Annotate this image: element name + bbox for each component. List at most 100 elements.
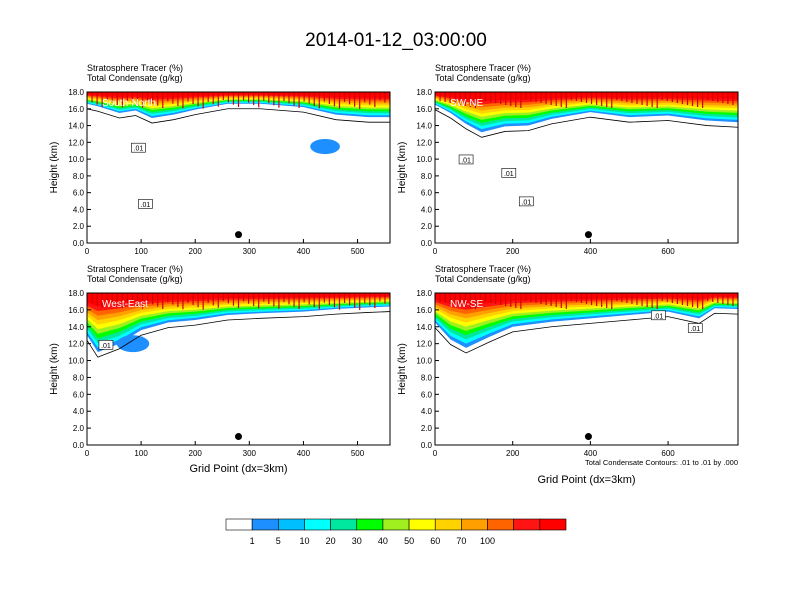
colorbar-label: 60 bbox=[430, 536, 440, 546]
tracer-band bbox=[435, 92, 738, 105]
tracer-band bbox=[435, 293, 738, 331]
y-tick-label: 12.0 bbox=[68, 340, 84, 349]
y-tick-label: 4.0 bbox=[73, 205, 85, 214]
contour-footnote: Total Condensate Contours: .01 to .01 by… bbox=[585, 458, 738, 467]
colorbar-label: 5 bbox=[276, 536, 281, 546]
colorbar-swatch bbox=[434, 518, 462, 531]
y-tick-label: 6.0 bbox=[421, 189, 433, 198]
colorbar: 1 5 10 20 30 40 50 60 70 100 bbox=[225, 518, 567, 546]
y-tick-label: 10.0 bbox=[68, 155, 84, 164]
tracer-band bbox=[435, 293, 738, 310]
tracer-band bbox=[87, 92, 390, 116]
y-tick-label: 14.0 bbox=[68, 323, 84, 332]
contour-label: .01 bbox=[458, 154, 474, 164]
panel-title-line: Total Condensate (g/kg) bbox=[435, 73, 531, 83]
contour-label: .01 bbox=[651, 310, 666, 320]
tracer-band bbox=[435, 293, 738, 319]
panel-label: West-East bbox=[102, 299, 148, 310]
tracer-band bbox=[435, 92, 738, 133]
tracer-band bbox=[435, 293, 738, 348]
tracer-band bbox=[87, 92, 390, 106]
condensate-contour bbox=[87, 108, 390, 124]
colorbar-swatch bbox=[304, 518, 331, 531]
contour-label: .01 bbox=[687, 323, 703, 333]
panel-title-line: Stratosphere Tracer (%) bbox=[87, 63, 183, 73]
contour-label-text: .01 bbox=[521, 199, 531, 206]
y-tick-label: 6.0 bbox=[73, 390, 85, 399]
tracer-band bbox=[87, 293, 390, 353]
y-tick-label: 10.0 bbox=[416, 357, 432, 366]
contour-label-text: .01 bbox=[653, 313, 663, 320]
colorbar-label: 10 bbox=[299, 536, 309, 546]
panel-label: NW-SE bbox=[450, 299, 483, 310]
y-tick-label: 14.0 bbox=[416, 122, 432, 131]
condensate-contour bbox=[435, 312, 738, 354]
y-tick-label: 14.0 bbox=[68, 122, 84, 131]
colorbar-label: 30 bbox=[352, 536, 362, 546]
y-tick-label: 0.0 bbox=[73, 441, 85, 450]
contour-label: .01 bbox=[131, 142, 146, 153]
condensate-contour bbox=[87, 311, 390, 358]
x-tick-label: 100 bbox=[134, 449, 148, 458]
y-tick-label: 0.0 bbox=[421, 441, 433, 450]
y-tick-label: 16.0 bbox=[416, 105, 432, 114]
colorbar-swatch bbox=[330, 518, 358, 531]
x-tick-label: 200 bbox=[189, 247, 203, 256]
tracer-band bbox=[87, 293, 390, 307]
colorbar-label: 1 bbox=[250, 536, 255, 546]
plot-area: .01 bbox=[87, 293, 390, 441]
tracer-band bbox=[87, 92, 390, 110]
y-axis-label: Height (km) bbox=[397, 142, 408, 194]
page-title: 2014-01-12_03:00:00 bbox=[305, 30, 487, 51]
y-tick-label: 16.0 bbox=[416, 306, 432, 315]
tracer-blob bbox=[310, 138, 340, 155]
panel-west-east: .01 West-East Stratosphere Tracer (%)Total… bbox=[49, 264, 391, 475]
panel-title-line: Total Condensate (g/kg) bbox=[87, 73, 183, 83]
panel-sw-ne: .01 .01 .01 SW-NE Stratosphere Tracer (%)Tot… bbox=[397, 63, 739, 256]
y-axis-label: Height (km) bbox=[49, 343, 60, 395]
y-tick-label: 4.0 bbox=[73, 407, 85, 416]
colorbar-swatch bbox=[251, 518, 279, 531]
location-marker bbox=[235, 433, 242, 441]
tracer-band bbox=[87, 293, 390, 330]
location-marker bbox=[235, 231, 242, 239]
x-tick-label: 300 bbox=[243, 449, 257, 458]
contour-label-text: .01 bbox=[134, 146, 144, 153]
y-axis-label: Height (km) bbox=[397, 343, 408, 395]
tracer-band bbox=[435, 293, 738, 314]
y-tick-label: 2.0 bbox=[73, 222, 85, 231]
colorbar-swatch bbox=[461, 518, 488, 531]
plot-frame bbox=[86, 91, 391, 244]
tracer-band bbox=[87, 293, 390, 312]
colorbar-label: 70 bbox=[456, 536, 466, 546]
tracer-band bbox=[87, 293, 390, 334]
y-tick-label: 8.0 bbox=[421, 172, 433, 181]
y-tick-label: 0.0 bbox=[421, 239, 433, 248]
y-tick-label: 18.0 bbox=[416, 289, 432, 298]
y-tick-label: 2.0 bbox=[73, 424, 85, 433]
plot-frame bbox=[86, 292, 391, 446]
colorbar-swatch bbox=[382, 518, 410, 531]
colorbar-swatch bbox=[356, 518, 384, 531]
colorbar-label: 100 bbox=[480, 536, 495, 546]
tracer-band bbox=[435, 92, 738, 108]
tracer-band bbox=[87, 293, 390, 348]
y-tick-label: 10.0 bbox=[68, 357, 84, 366]
panel-south-north: .01 .01 South-North Stratosphere Tracer (%)… bbox=[49, 63, 391, 256]
x-axis-label: Grid Point (dx=3km) bbox=[537, 474, 635, 486]
tracer-band bbox=[87, 92, 390, 119]
panels-group: .01 .01 South-North Stratosphere Tracer (%)… bbox=[49, 63, 739, 486]
tracer-band bbox=[87, 92, 390, 102]
tracer-band bbox=[87, 293, 390, 325]
y-tick-label: 8.0 bbox=[73, 373, 85, 382]
panel-label: SW-NE bbox=[450, 98, 483, 109]
y-tick-label: 14.0 bbox=[416, 323, 432, 332]
tracer-band bbox=[435, 92, 738, 102]
tracer-band bbox=[435, 92, 738, 127]
x-tick-label: 600 bbox=[661, 449, 675, 458]
panel-title-line: Total Condensate (g/kg) bbox=[435, 274, 531, 284]
tracer-band bbox=[87, 293, 390, 339]
colorbar-swatch bbox=[408, 518, 436, 531]
condensate-contour bbox=[435, 109, 738, 138]
